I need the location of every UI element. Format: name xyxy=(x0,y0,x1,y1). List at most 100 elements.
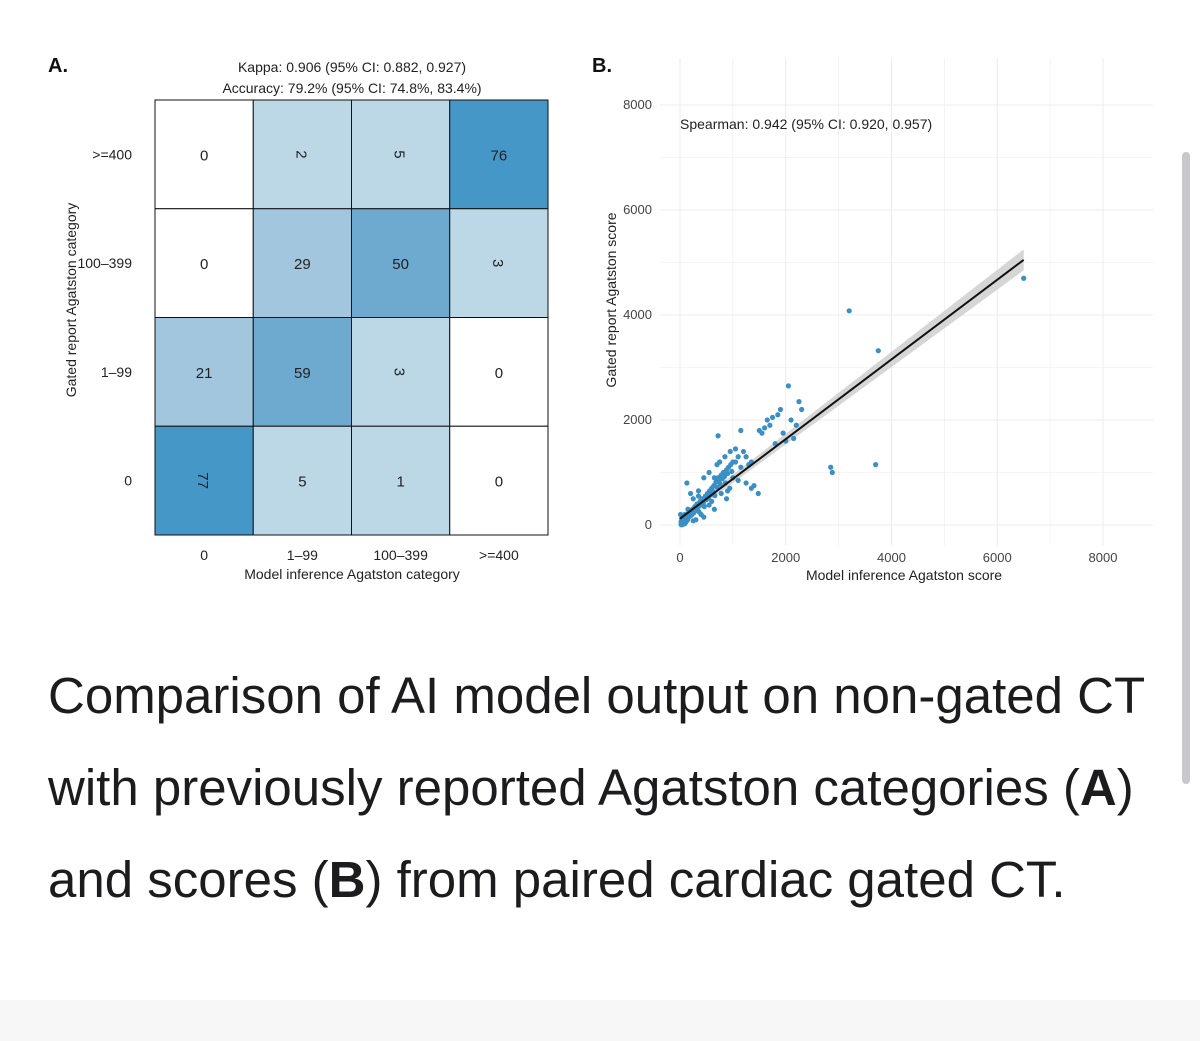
scatter-point xyxy=(735,454,741,460)
scatter-point xyxy=(780,430,786,436)
scatter-y-tick: 4000 xyxy=(623,307,652,322)
scatter-point xyxy=(730,459,736,465)
heatmap-x-tick: 1–99 xyxy=(287,547,318,563)
scatter-point xyxy=(701,504,707,510)
scatter-point xyxy=(723,496,730,502)
scatter-point xyxy=(724,488,731,494)
panel-a-label: A. xyxy=(48,55,68,77)
scatter-point xyxy=(706,502,712,508)
scatter-point xyxy=(718,490,724,497)
scatter-point xyxy=(769,414,776,420)
scatter-point xyxy=(743,480,749,486)
scatter-point xyxy=(764,417,770,423)
scatter-point xyxy=(690,518,696,524)
scatter-point xyxy=(701,514,707,520)
heatmap-y-tick: >=400 xyxy=(92,146,132,162)
heatmap-cell xyxy=(154,208,254,318)
scatter-y-axis-title: Gated report Agatston score xyxy=(603,212,619,387)
scatter-point xyxy=(695,493,702,499)
heatmap-cell-value: 3 xyxy=(489,259,506,267)
heatmap-cell-value: 50 xyxy=(392,256,409,273)
scatter-point xyxy=(775,412,781,418)
scrollbar[interactable] xyxy=(1182,152,1190,784)
scatter-x-tick: 2000 xyxy=(771,550,800,565)
footer-band xyxy=(0,1000,1200,1041)
caption-bold-a: A xyxy=(1079,759,1117,816)
scatter-x-tick: 8000 xyxy=(1089,550,1118,565)
scatter-x-axis-title: Model inference Agatston score xyxy=(806,567,1002,583)
scatter-x-tick: 6000 xyxy=(983,550,1012,565)
scatter-point xyxy=(724,470,731,477)
scatter-point xyxy=(717,481,723,487)
heatmap-cell xyxy=(252,99,352,210)
heatmap-cell xyxy=(449,425,549,536)
scatter-point xyxy=(755,490,761,497)
scatter-point xyxy=(791,435,797,441)
heatmap-y-axis-title: Gated report Agatston category xyxy=(63,203,79,398)
kappa-title: Kappa: 0.906 (95% CI: 0.882, 0.927) xyxy=(238,59,466,75)
scatter-point xyxy=(711,475,717,481)
scatter-point xyxy=(777,406,784,413)
scatter-x-tick: 4000 xyxy=(877,550,906,565)
heatmap-cell xyxy=(252,208,352,318)
heatmap-cell xyxy=(449,208,549,318)
heatmap-x-tick: 100–399 xyxy=(373,547,428,563)
heatmap-cell xyxy=(154,99,254,210)
heatmap-cell-value: 5 xyxy=(391,150,408,158)
scatter-point xyxy=(735,477,741,483)
scatter-x-tick: 0 xyxy=(676,550,683,565)
scatter-point xyxy=(706,469,712,476)
spearman-annotation: Spearman: 0.942 (95% CI: 0.920, 0.957) xyxy=(680,116,932,132)
scatter-point xyxy=(715,433,721,439)
heatmap-cell-value: 59 xyxy=(294,365,311,382)
panel-b-label: B. xyxy=(592,55,612,77)
scatter-point xyxy=(873,462,879,468)
scatter-point xyxy=(799,406,805,413)
heatmap-cell xyxy=(449,99,549,210)
heatmap-cell xyxy=(351,99,451,210)
scatter-point xyxy=(729,468,735,475)
heatmap-cell-value: 76 xyxy=(491,147,508,164)
caption-text-3: ) from paired cardiac gated CT. xyxy=(365,851,1066,908)
scatter-point xyxy=(690,496,696,502)
scatter-point xyxy=(695,488,702,494)
heatmap-cell-value: 0 xyxy=(200,256,208,273)
scatter-y-tick: 2000 xyxy=(623,412,652,427)
scatter-point xyxy=(717,459,723,465)
scatter-point xyxy=(738,427,744,434)
scatter-point xyxy=(1021,275,1027,281)
scatter-point xyxy=(759,430,765,436)
scatter-point xyxy=(788,417,794,423)
scatter-y-tick: 6000 xyxy=(623,202,652,217)
heatmap-cell-value: 5 xyxy=(298,474,306,491)
scatter-point xyxy=(711,506,717,512)
heatmap-x-axis-title: Model inference Agatston category xyxy=(244,566,460,582)
figure-svg: A. Kappa: 0.906 (95% CI: 0.882, 0.927) Acc… xyxy=(48,55,1153,583)
heatmap-cell xyxy=(449,317,549,427)
heatmap-x-tick: >=400 xyxy=(479,547,519,563)
heatmap-cell-value: 21 xyxy=(196,365,213,382)
scatter-point xyxy=(751,483,757,489)
scatter-point xyxy=(709,498,715,504)
scatter-point xyxy=(767,422,773,428)
heatmap-x-tick: 0 xyxy=(200,547,208,563)
scatter-fit-line xyxy=(679,259,1025,520)
heatmap-cell-value: 0 xyxy=(495,474,503,491)
scatter-point xyxy=(743,454,749,460)
caption-bold-b: B xyxy=(328,851,366,908)
scatter-point xyxy=(722,454,728,460)
heatmap-cell-value: 1 xyxy=(396,474,404,491)
heatmap-cell xyxy=(154,425,254,536)
scatter-point xyxy=(793,422,799,428)
scatter-point xyxy=(687,490,694,497)
scatter-point xyxy=(762,425,768,431)
scatter-y-tick: 0 xyxy=(645,517,652,532)
heatmap-cell xyxy=(252,425,352,536)
scatter-point xyxy=(875,348,881,354)
heatmap-cell-value: 3 xyxy=(391,368,408,376)
heatmap-cell-value: 77 xyxy=(194,472,211,489)
scatter-point xyxy=(732,446,739,452)
caption-text-1: Comparison of AI model output on non-gat… xyxy=(48,667,1145,816)
scatter-point xyxy=(740,448,747,455)
scatter-point xyxy=(846,308,852,314)
